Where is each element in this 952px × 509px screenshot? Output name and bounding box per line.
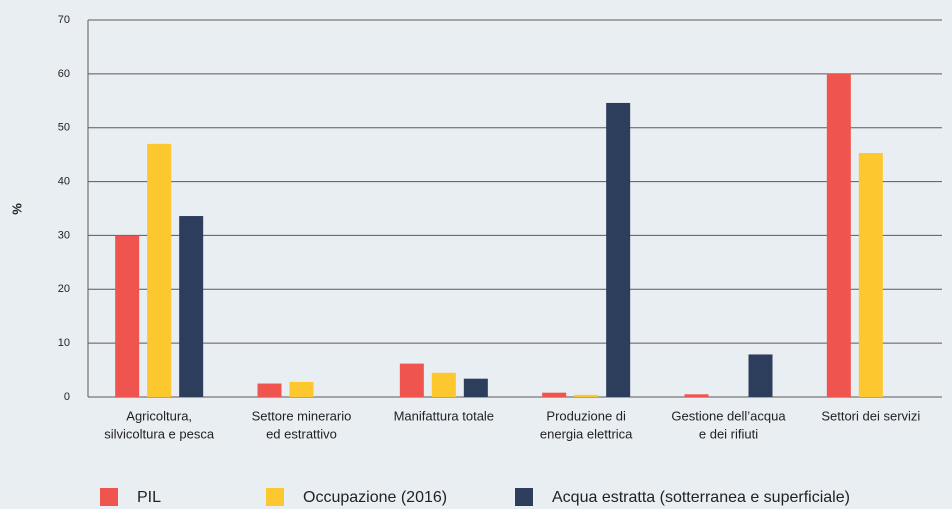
- x-tick-label: Gestione dell’acqua: [671, 408, 786, 423]
- y-tick-label: 40: [58, 175, 70, 187]
- legend-swatch: [515, 488, 533, 506]
- bar: [115, 235, 140, 397]
- bar: [431, 372, 456, 397]
- y-axis-label: %: [9, 203, 24, 215]
- y-tick-label: 60: [58, 68, 70, 80]
- bar: [606, 102, 631, 397]
- legend-swatch: [266, 488, 284, 506]
- bar: [748, 354, 773, 397]
- bar: [147, 143, 172, 397]
- y-tick-label: 50: [58, 122, 70, 134]
- bar: [826, 73, 851, 397]
- y-tick-label: 0: [64, 391, 70, 403]
- x-tick-label: e dei rifiuti: [699, 426, 758, 441]
- x-tick-label: ed estrattivo: [266, 426, 337, 441]
- bar: [858, 153, 883, 397]
- bar: [463, 378, 488, 397]
- legend-swatch: [100, 488, 118, 506]
- x-tick-label: Produzione di: [546, 408, 626, 423]
- x-tick-label: silvicoltura e pesca: [104, 426, 215, 441]
- x-tick-label: Settore minerario: [252, 408, 352, 423]
- bar: [257, 383, 282, 397]
- bar: [179, 216, 204, 397]
- legend-label: PIL: [137, 489, 161, 506]
- x-tick-label: Settori dei servizi: [821, 408, 920, 423]
- y-tick-label: 10: [58, 337, 70, 349]
- y-tick-label: 70: [58, 14, 70, 26]
- legend-label: Occupazione (2016): [303, 489, 447, 506]
- x-tick-label: Agricoltura,: [126, 408, 192, 423]
- y-tick-label: 20: [58, 283, 70, 295]
- y-tick-label: 30: [58, 229, 70, 241]
- bar: [399, 363, 424, 397]
- bar: [684, 394, 709, 397]
- x-tick-label: Manifattura totale: [394, 408, 494, 423]
- bar: [542, 392, 567, 397]
- bar: [574, 394, 599, 397]
- legend-label: Acqua estratta (sotterranea e superficia…: [552, 489, 850, 506]
- bar: [289, 381, 314, 397]
- x-tick-label: energia elettrica: [540, 426, 633, 441]
